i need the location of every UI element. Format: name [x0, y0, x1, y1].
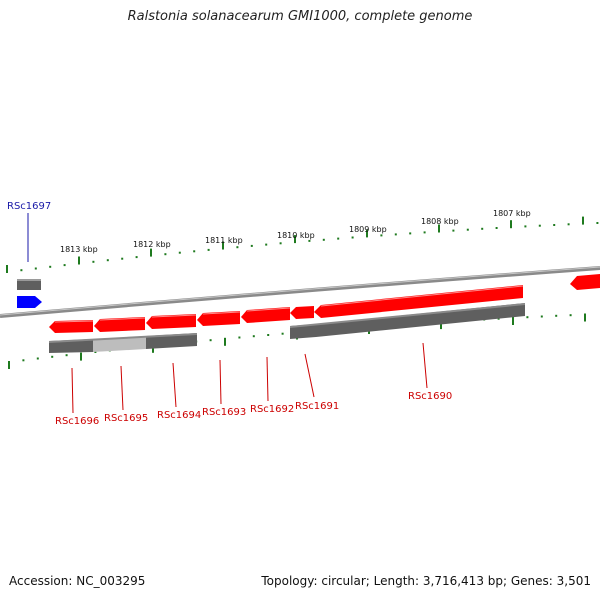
scale-label-1813: 1813 kbp: [60, 245, 98, 254]
gene-arrow-rsc1694[interactable]: [146, 314, 196, 329]
gene-arrow-rsc1693[interactable]: [197, 311, 240, 326]
cds-track-shine-right: [290, 303, 525, 328]
reverse-strand-genes: [49, 274, 600, 333]
cds-bar-rsc1695: [93, 336, 146, 352]
gene-arrow-rsc1697: [17, 296, 42, 308]
scale-ticks-upper: [6, 216, 599, 273]
scale-label-1807: 1807 kbp: [493, 209, 531, 218]
genome-backbone-highlight: [0, 266, 600, 316]
leader-rsc1691: [304, 353, 315, 398]
leader-rsc1695: [120, 365, 124, 411]
gene-arrow-rsc1691[interactable]: [290, 306, 314, 319]
gene-label-rsc1697[interactable]: RSc1697: [7, 201, 51, 212]
scale-label-1811: 1811 kbp: [205, 236, 243, 245]
gene-labels: RSc1697 RSc1696 RSc1695 RSc1694 RSc1693 …: [7, 201, 452, 427]
gene-label-rsc1694[interactable]: RSc1694: [157, 410, 201, 421]
gene-label-rsc1693[interactable]: RSc1693: [202, 407, 246, 418]
leader-rsc1690: [422, 342, 428, 389]
gene-arrow-rsc1690[interactable]: [314, 285, 523, 318]
leader-rsc1694: [172, 362, 177, 408]
gene-leader-lines: [27, 213, 428, 414]
cds-track: [49, 303, 525, 353]
gene-label-rsc1696[interactable]: RSc1696: [55, 416, 99, 427]
cds-bar-rsc1696: [49, 339, 93, 353]
genome-backbone: [0, 266, 600, 318]
cds-bar-rsc1690: [316, 303, 525, 337]
gene-arrow-offscreen[interactable]: [570, 274, 600, 290]
scale-label-1808: 1808 kbp: [421, 217, 459, 226]
cds-bar-rsc1697-shine: [17, 279, 41, 281]
cds-track-shine: [49, 333, 197, 343]
scale-labels: 1813 kbp 1812 kbp 1811 kbp 1810 kbp 1809…: [60, 209, 531, 254]
accession-text: Accession: NC_003295: [9, 574, 146, 588]
gene-rsc1697[interactable]: [17, 279, 42, 308]
genome-title: Ralstonia solanacearum GMI1000, complete…: [127, 9, 473, 24]
scale-label-1810: 1810 kbp: [277, 231, 315, 240]
leader-rsc1692: [266, 356, 269, 402]
gene-label-rsc1690[interactable]: RSc1690: [408, 391, 452, 402]
cds-bar-rsc1691: [290, 324, 316, 339]
cds-bar-rsc1697: [17, 279, 41, 290]
genome-summary-text: Topology: circular; Length: 3,716,413 bp…: [261, 574, 591, 588]
leader-rsc1693: [219, 359, 222, 405]
gene-label-rsc1691[interactable]: RSc1691: [295, 401, 339, 412]
gene-arrow-rsc1695[interactable]: [94, 317, 145, 332]
gene-label-rsc1692[interactable]: RSc1692: [250, 404, 294, 415]
gene-arrow-rsc1696[interactable]: [49, 320, 93, 333]
leader-rsc1696: [71, 367, 74, 414]
gene-label-rsc1695[interactable]: RSc1695: [104, 413, 148, 424]
scale-label-1809: 1809 kbp: [349, 225, 387, 234]
scale-label-1812: 1812 kbp: [133, 240, 171, 249]
